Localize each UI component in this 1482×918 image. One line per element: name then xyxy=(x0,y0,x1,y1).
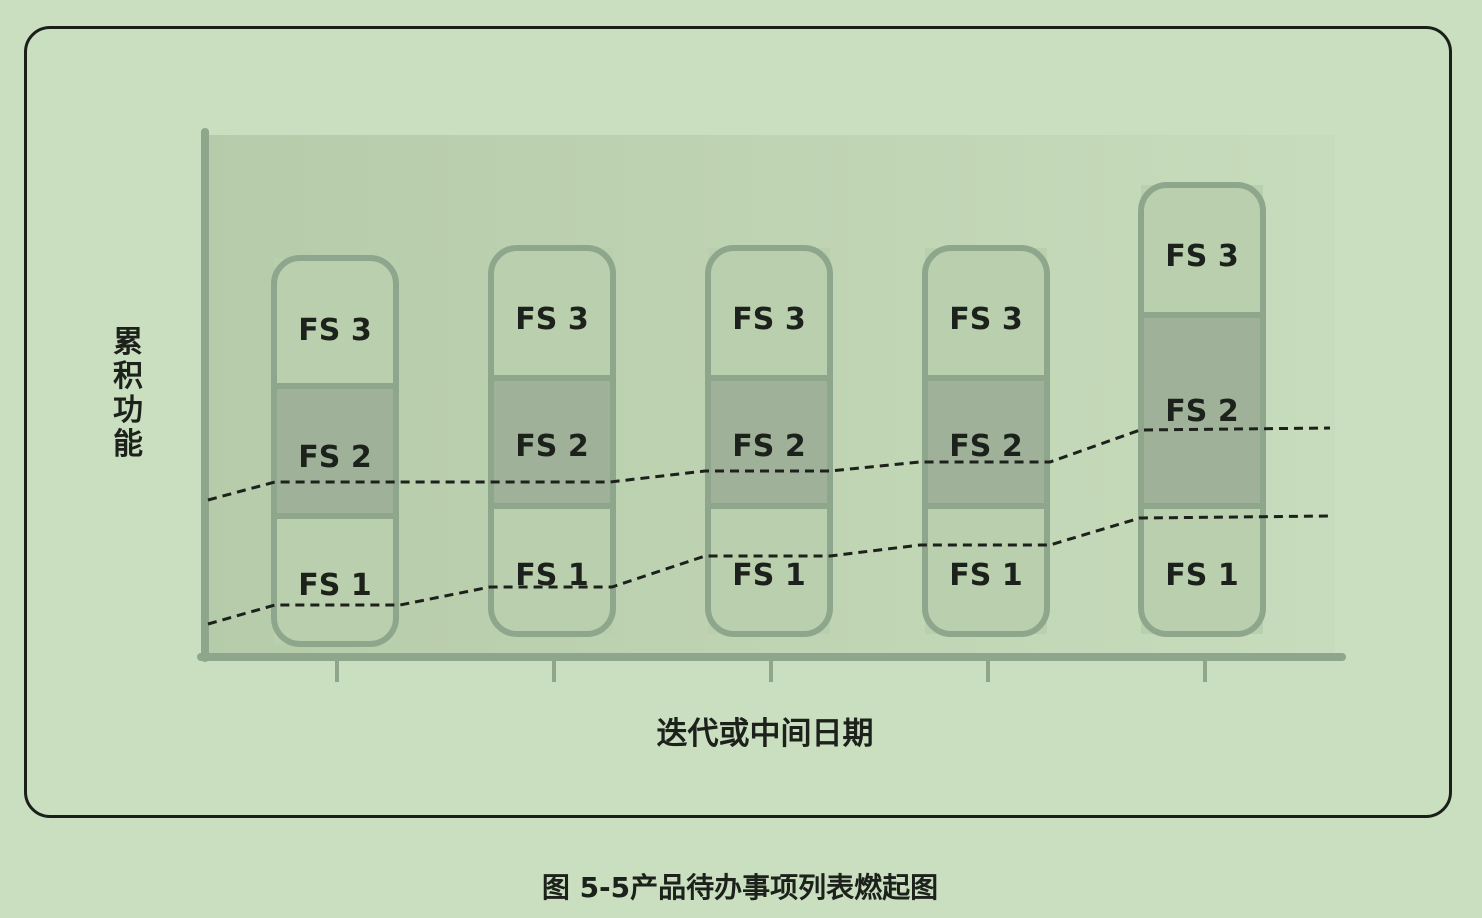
figure-caption: 图 5-5产品待办事项列表燃起图 xyxy=(541,871,939,904)
fs3-segment xyxy=(925,248,1047,378)
fs3-segment xyxy=(491,248,613,378)
column-outline xyxy=(488,245,616,637)
column-5: FS 3 FS 2 FS 1 xyxy=(1138,182,1266,637)
fs1-segment xyxy=(491,506,613,634)
column-2: FS 3 FS 2 FS 1 xyxy=(488,245,616,637)
fs3-segment xyxy=(274,258,396,386)
fs3-label: FS 3 xyxy=(949,302,1022,337)
fs2-label: FS 2 xyxy=(1165,394,1238,429)
fs1-segment xyxy=(274,516,396,644)
fs2-label: FS 2 xyxy=(515,429,588,464)
fs1-label: FS 1 xyxy=(949,558,1022,593)
fs1-segment xyxy=(708,506,830,634)
y-axis-label: 累 积 功 能 xyxy=(113,325,143,462)
fs3-segment xyxy=(1141,185,1263,315)
fs2-label: FS 2 xyxy=(732,429,805,464)
lower-dashed-line xyxy=(207,514,1331,626)
fs3-label: FS 3 xyxy=(298,313,371,348)
fs2-segment xyxy=(708,378,830,506)
column-outline xyxy=(271,255,399,647)
fs3-label: FS 3 xyxy=(1165,239,1238,274)
fs2-segment xyxy=(491,378,613,506)
column-outline xyxy=(922,245,1050,637)
x-axis-label: 迭代或中间日期 xyxy=(656,716,874,752)
fs1-segment xyxy=(925,506,1047,634)
fs1-segment xyxy=(1141,506,1263,634)
fs2-label: FS 2 xyxy=(949,429,1022,464)
fs1-label: FS 1 xyxy=(298,568,371,603)
fs2-segment xyxy=(1141,315,1263,506)
fs2-label: FS 2 xyxy=(298,440,371,475)
fs2-segment xyxy=(925,378,1047,506)
fs3-label: FS 3 xyxy=(732,302,805,337)
upper-dashed-line xyxy=(207,426,1331,502)
fs2-segment xyxy=(274,386,396,516)
column-1: FS 3 FS 2 FS 1 xyxy=(271,255,399,647)
column-outline xyxy=(1138,182,1266,637)
column-outline xyxy=(705,245,833,637)
column-3: FS 3 FS 2 FS 1 xyxy=(705,245,833,637)
fs1-label: FS 1 xyxy=(1165,558,1238,593)
fs3-label: FS 3 xyxy=(515,302,588,337)
column-4: FS 3 FS 2 FS 1 xyxy=(922,245,1050,637)
diagram-frame xyxy=(24,26,1452,818)
fs1-label: FS 1 xyxy=(732,558,805,593)
fs3-segment xyxy=(708,248,830,378)
